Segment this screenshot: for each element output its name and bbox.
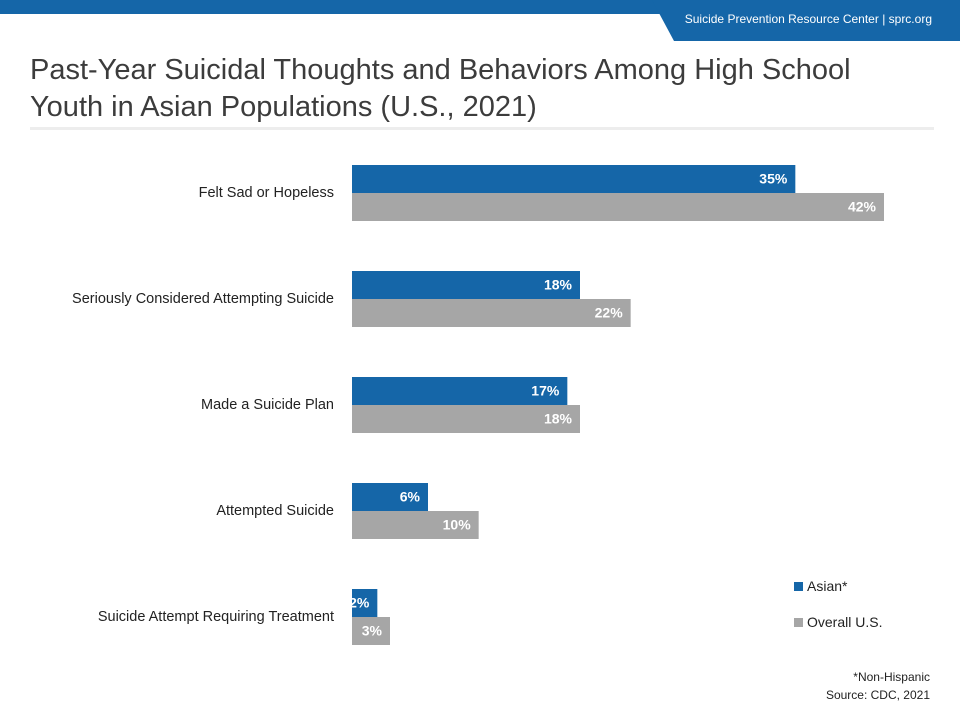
bar-overall-u-s-suicide-attempt-requiring-treatment [352,617,390,645]
data-label-overall-u-s-felt-sad-or-hopeless: 42% [848,199,877,215]
bar-overall-u-s-seriously-considered-attempting-suicide [352,299,631,327]
title-divider [30,127,934,130]
category-label-made-a-suicide-plan: Made a Suicide Plan [201,397,334,413]
legend-label-asian: Asian* [807,578,848,594]
category-label-suicide-attempt-requiring-treatment: Suicide Attempt Requiring Treatment [98,609,334,625]
data-label-overall-u-s-seriously-considered-attempting-suicide: 22% [595,305,624,321]
category-label-attempted-suicide: Attempted Suicide [216,503,334,519]
bar-overall-u-s-felt-sad-or-hopeless [352,193,884,221]
bar-asian-made-a-suicide-plan [352,377,568,405]
legend-swatch-asian [794,581,803,591]
bar-asian-seriously-considered-attempting-suicide [352,271,580,299]
legend-item-asian: Asian* [794,576,882,596]
legend-swatch-overall [794,617,803,627]
category-label-felt-sad-or-hopeless: Felt Sad or Hopeless [199,185,334,201]
legend: Asian* Overall U.S. [794,576,882,648]
data-label-asian-suicide-attempt-requiring-treatment: 2% [349,595,370,611]
bar-asian-felt-sad-or-hopeless [352,165,796,193]
legend-label-overall: Overall U.S. [807,614,883,630]
data-label-overall-u-s-suicide-attempt-requiring-treatment: 3% [362,623,383,639]
bar-asian-suicide-attempt-requiring-treatment [352,589,378,617]
org-link[interactable]: Suicide Prevention Resource Center | spr… [684,12,932,26]
footnote-non-hispanic: *Non-Hispanic [853,670,930,684]
data-label-asian-felt-sad-or-hopeless: 35% [759,171,788,187]
legend-item-overall: Overall U.S. [794,612,882,632]
data-label-asian-made-a-suicide-plan: 17% [531,383,560,399]
footnotes: *Non-Hispanic Source: CDC, 2021 [826,668,930,704]
data-label-overall-u-s-made-a-suicide-plan: 18% [544,411,573,427]
category-label-seriously-considered-attempting-suicide: Seriously Considered Attempting Suicide [72,291,334,307]
data-label-asian-attempted-suicide: 6% [400,489,421,505]
org-banner: Suicide Prevention Resource Center | spr… [652,0,960,41]
bar-asian-attempted-suicide [352,483,428,511]
data-label-asian-seriously-considered-attempting-suicide: 18% [544,277,573,293]
chart-title: Past-Year Suicidal Thoughts and Behavior… [30,54,851,123]
bar-overall-u-s-attempted-suicide [352,511,479,539]
source-note: Source: CDC, 2021 [825,688,930,702]
data-label-overall-u-s-attempted-suicide: 10% [443,517,472,533]
bar-overall-u-s-made-a-suicide-plan [352,405,580,433]
